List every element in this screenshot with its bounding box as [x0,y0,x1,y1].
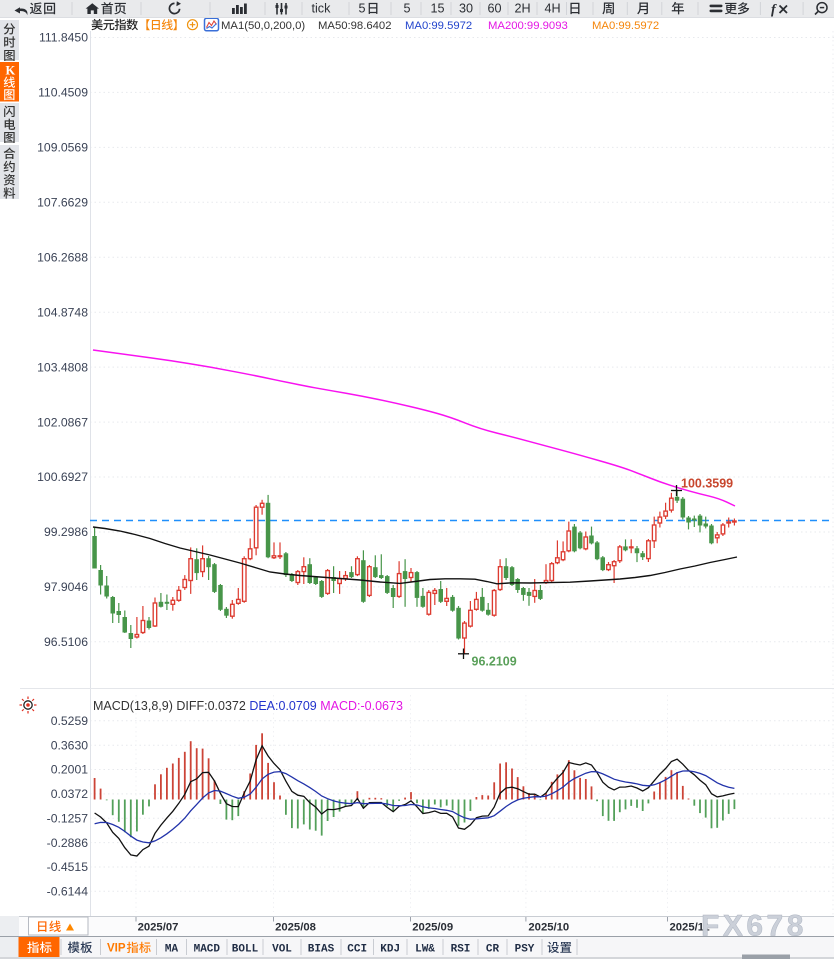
svg-text:0.3630: 0.3630 [51,738,88,752]
svg-text:MA0:99.5972: MA0:99.5972 [405,20,472,32]
svg-text:VOL: VOL [272,944,292,956]
svg-text:99.2986: 99.2986 [44,525,88,539]
svg-text:104.8748: 104.8748 [37,305,88,319]
svg-text:100.3599: 100.3599 [681,477,733,491]
svg-text:f: f [771,3,777,18]
svg-text:106.2688: 106.2688 [37,251,88,265]
svg-text:96.2109: 96.2109 [472,655,517,669]
svg-text:100.6927: 100.6927 [37,470,88,484]
svg-text:CCI: CCI [347,944,367,956]
svg-text:VIP: VIP [107,943,126,955]
svg-text:30: 30 [459,2,473,16]
svg-text:4H: 4H [545,2,561,16]
svg-text:BIAS: BIAS [308,944,335,956]
svg-text:MA0:99.5972: MA0:99.5972 [592,20,659,32]
svg-text:BOLL: BOLL [232,944,259,956]
svg-text:tick: tick [312,2,332,16]
svg-text:60: 60 [488,2,502,16]
svg-text:0.5259: 0.5259 [51,714,88,728]
svg-text:2025/08: 2025/08 [275,922,316,934]
svg-text:LW&: LW& [415,944,435,956]
svg-text:96.5106: 96.5106 [44,635,88,649]
svg-text:109.0569: 109.0569 [37,141,88,155]
svg-text:15: 15 [431,2,445,16]
svg-text:2025/11: 2025/11 [669,922,709,934]
svg-text:97.9046: 97.9046 [44,580,88,594]
svg-text:MACD: MACD [194,944,221,956]
svg-text:2025/10: 2025/10 [528,922,569,934]
svg-text:-0.6144: -0.6144 [47,885,89,899]
svg-text:111.8450: 111.8450 [39,31,88,45]
svg-text:2025/09: 2025/09 [412,922,453,934]
svg-text:110.4509: 110.4509 [38,86,88,100]
svg-text:103.4808: 103.4808 [37,360,88,374]
svg-text:-0.4515: -0.4515 [47,860,89,874]
svg-text:K: K [6,64,16,78]
svg-text:0.0372: 0.0372 [51,787,88,801]
svg-text:5: 5 [359,2,366,16]
svg-text:RSI: RSI [451,944,471,956]
svg-text:KDJ: KDJ [380,944,400,956]
svg-text:107.6629: 107.6629 [37,196,88,210]
svg-text:0.2001: 0.2001 [51,763,88,777]
svg-text:5: 5 [404,2,411,16]
svg-text:MA50:98.6402: MA50:98.6402 [318,20,392,32]
svg-text:MACD(13,8,9) DIFF:0.0372 DEA: MACD(13,8,9) DIFF:0.0372 DEA:0.0709 MACD… [93,699,403,713]
svg-text:PSY: PSY [515,944,535,956]
svg-text:-0.2886: -0.2886 [47,836,89,850]
svg-text:102.0867: 102.0867 [37,415,88,429]
svg-text:MA: MA [165,944,179,956]
svg-text:MA200:99.9093: MA200:99.9093 [488,20,568,32]
svg-text:MA1(50,0,200,0): MA1(50,0,200,0) [221,20,305,32]
svg-text:2025/07: 2025/07 [138,922,179,934]
svg-text:CR: CR [486,944,500,956]
svg-text:-0.1257: -0.1257 [47,811,89,825]
svg-text:2H: 2H [515,2,531,16]
